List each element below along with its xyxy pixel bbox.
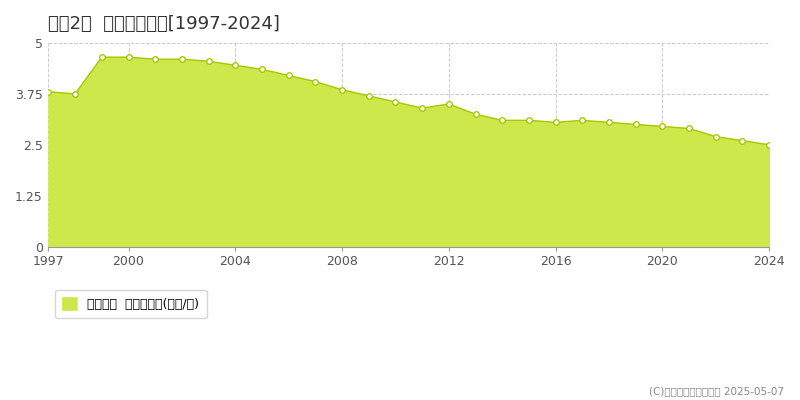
Text: (C)土地価格ドットコム 2025-05-07: (C)土地価格ドットコム 2025-05-07 — [649, 386, 784, 396]
Text: 小莅2村  基準地価推移[1997-2024]: 小莅2村 基準地価推移[1997-2024] — [49, 15, 280, 33]
Legend: 基準地価  平均坪単価(万円/坪): 基準地価 平均坪単価(万円/坪) — [54, 290, 206, 318]
